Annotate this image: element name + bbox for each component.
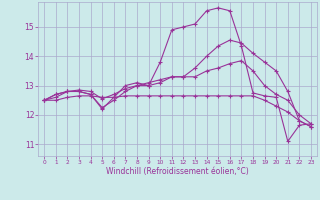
X-axis label: Windchill (Refroidissement éolien,°C): Windchill (Refroidissement éolien,°C) [106, 167, 249, 176]
